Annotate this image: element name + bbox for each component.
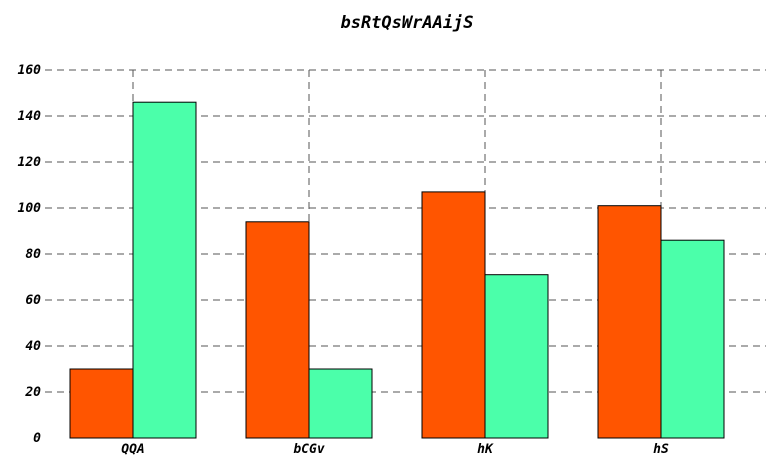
y-tick-labels: 0 20 40 60 80 100 120 140 160 xyxy=(18,63,42,446)
bars xyxy=(69,101,725,439)
y-tick-label: 100 xyxy=(18,201,42,216)
y-tick-label: 80 xyxy=(25,247,41,262)
bar-series1-bCGv xyxy=(245,221,310,439)
bar-series1-hK xyxy=(421,191,486,439)
x-tick-label: hS xyxy=(653,442,669,457)
y-tick-label: 40 xyxy=(25,339,41,354)
x-tick-label: hK xyxy=(477,442,494,457)
y-tick-label: 120 xyxy=(18,155,42,170)
bar-series1-QQA xyxy=(69,368,134,439)
x-tick-label: QQA xyxy=(121,442,144,457)
y-tick-label: 20 xyxy=(24,385,41,400)
y-tick-label: 140 xyxy=(18,109,42,124)
y-tick-label: 160 xyxy=(18,63,42,78)
bar-series2-hS xyxy=(660,239,725,439)
y-tick-label: 60 xyxy=(25,293,41,308)
x-tick-labels: QQA bCGv hK hS xyxy=(121,442,669,457)
bar-series1-hS xyxy=(597,205,662,439)
bar-series2-QQA xyxy=(132,101,197,439)
x-tick-label: bCGv xyxy=(293,442,324,457)
y-tick-label: 0 xyxy=(33,431,41,446)
bar-series2-bCGv xyxy=(308,368,373,439)
chart-title: bsRtQsWrAAijS xyxy=(340,13,473,33)
bar-series2-hK xyxy=(484,274,549,439)
